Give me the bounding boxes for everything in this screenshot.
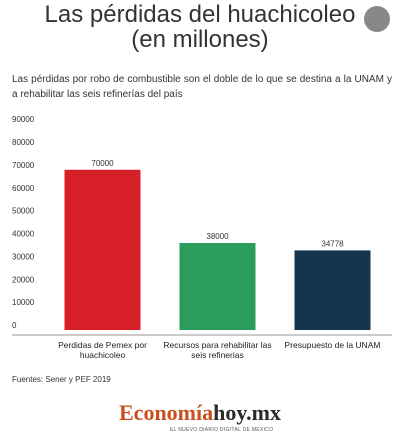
source: Fuentes: Sener y PEF 2019	[12, 375, 111, 384]
y-tick-label: 20000	[12, 275, 35, 284]
x-tick-label: Presupuesto de la UNAM	[284, 340, 381, 350]
logo-tagline: EL NUEVO DIARIO DIGITAL DE MÉXICO	[170, 427, 274, 433]
y-tick-label: 0	[12, 321, 17, 330]
bar	[179, 243, 256, 330]
y-tick-label: 50000	[12, 207, 35, 216]
bar	[294, 250, 371, 330]
y-tick-label: 30000	[12, 252, 35, 261]
chart-title: Las pérdidas del huachicoleo (en millone…	[44, 1, 356, 53]
x-tick-label: Recursos para rehabilitar las seis refin…	[163, 340, 272, 360]
y-tick-label: 80000	[12, 138, 35, 147]
logo: Economíahoy.mx	[0, 400, 400, 426]
logo-part: Economía	[119, 400, 214, 425]
y-tick-label: 10000	[12, 298, 35, 307]
y-tick-label: 90000	[12, 115, 35, 124]
value-label: 70000	[91, 159, 114, 168]
logo-part: hoy.mx	[213, 400, 281, 425]
value-label: 34778	[321, 240, 344, 249]
y-tick-label: 70000	[12, 161, 35, 170]
y-tick-label: 40000	[12, 230, 35, 239]
chart-subtitle: Las pérdidas por robo de combustible son…	[12, 74, 392, 100]
y-tick-label: 60000	[12, 184, 35, 193]
x-tick-label: Perdidas de Pemex por huachicoleo	[58, 340, 147, 360]
share-button[interactable]	[364, 6, 390, 32]
bar	[64, 169, 141, 330]
value-label: 38000	[206, 232, 229, 241]
